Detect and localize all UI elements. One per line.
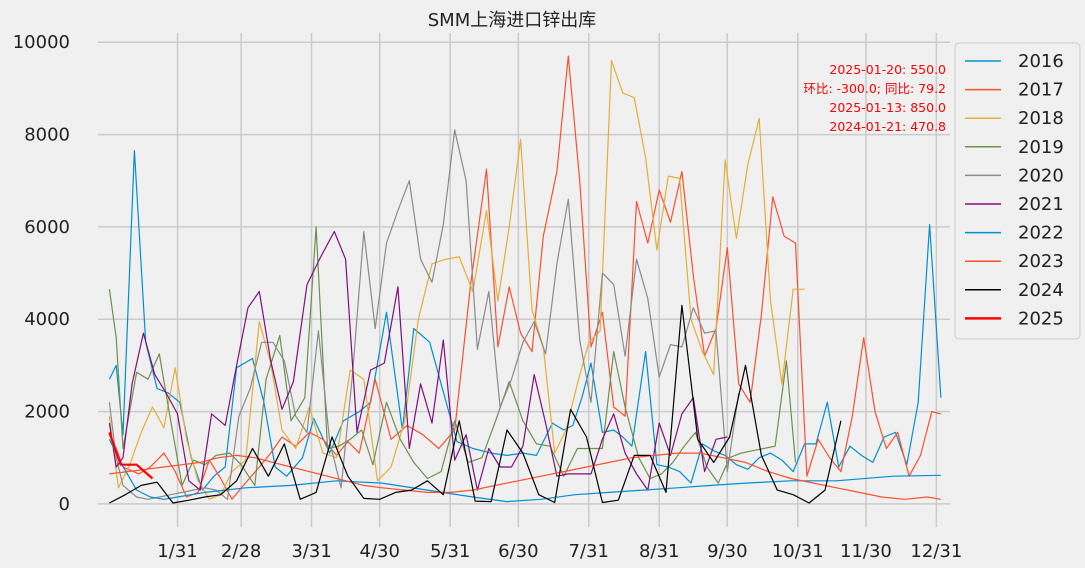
series-line-2025 <box>108 432 154 480</box>
series-line-2022 <box>108 439 941 503</box>
y-tick-label: 4000 <box>24 309 70 330</box>
legend-label: 2020 <box>1018 165 1064 186</box>
series-line-2020 <box>108 129 740 500</box>
x-tick-label: 6/30 <box>498 541 538 562</box>
legend-label: 2017 <box>1018 80 1064 101</box>
series-line-2016 <box>108 150 942 491</box>
annotation-line: 环比: -300.0; 同比: 79.2 <box>803 81 946 96</box>
legend: 2016 2017 2018 2019 2020 2021 2022 2023 2024 2025 <box>954 42 1081 340</box>
x-tick-label: 8/31 <box>639 541 679 562</box>
y-tick-label: 8000 <box>24 125 70 146</box>
annotation: 2025-01-20: 550.0 环比: -300.0; 同比: 79.2 202… <box>803 62 946 134</box>
annotation-line: 2025-01-20: 550.0 <box>829 62 946 77</box>
series-lines <box>108 55 942 504</box>
x-axis: 1/31 2/28 3/31 4/30 5/31 6/30 7/31 8/31 9/30 10/3… <box>157 541 962 562</box>
legend-label: 2024 <box>1018 280 1064 301</box>
legend-label: 2023 <box>1018 251 1064 272</box>
legend-box <box>954 42 1081 340</box>
grid <box>98 33 950 527</box>
y-axis: 0 2000 4000 6000 8000 10000 <box>13 32 70 515</box>
y-tick-label: 10000 <box>13 32 70 53</box>
legend-label: 2021 <box>1018 194 1064 215</box>
legend-label: 2022 <box>1018 223 1064 244</box>
series-line-2018 <box>108 60 805 500</box>
x-tick-label: 12/31 <box>910 541 962 562</box>
y-tick-label: 6000 <box>24 217 70 238</box>
series-line-2017 <box>108 55 942 500</box>
series-line-2023 <box>109 452 942 500</box>
x-tick-label: 9/30 <box>707 541 747 562</box>
chart-title: SMM上海进口锌出库 <box>428 10 597 31</box>
x-tick-label: 2/28 <box>221 541 261 562</box>
x-tick-label: 4/30 <box>360 541 400 562</box>
legend-label: 2025 <box>1018 308 1064 329</box>
x-tick-label: 1/31 <box>157 541 197 562</box>
series-line-2021 <box>108 230 728 491</box>
x-tick-label: 10/31 <box>772 541 824 562</box>
annotation-line: 2024-01-21: 470.8 <box>829 119 946 134</box>
x-tick-label: 11/30 <box>840 541 892 562</box>
legend-label: 2016 <box>1018 51 1064 72</box>
legend-label: 2019 <box>1018 137 1064 158</box>
legend-label: 2018 <box>1018 108 1064 129</box>
y-tick-label: 0 <box>59 494 70 515</box>
series-line-2024 <box>109 304 842 504</box>
x-tick-label: 7/31 <box>569 541 609 562</box>
x-tick-label: 3/31 <box>291 541 331 562</box>
annotation-line: 2025-01-13: 850.0 <box>829 100 946 115</box>
x-tick-label: 5/31 <box>430 541 470 562</box>
y-tick-label: 2000 <box>24 402 70 423</box>
